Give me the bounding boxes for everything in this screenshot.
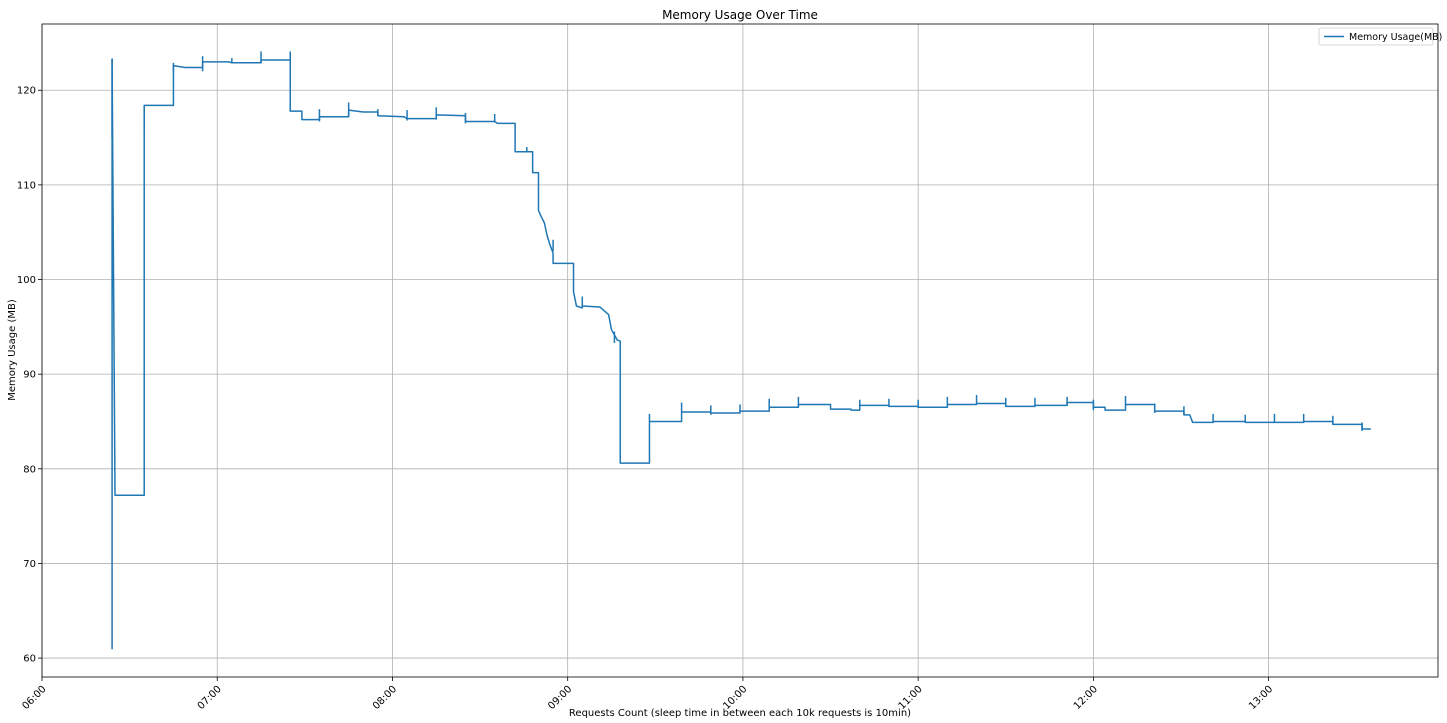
y-tick-label: 90: [23, 370, 36, 381]
y-axis-label: Memory Usage (MB): [7, 299, 18, 401]
chart-title: Memory Usage Over Time: [662, 8, 818, 22]
y-tick-label: 70: [23, 559, 36, 570]
y-tick-label: 110: [17, 180, 36, 191]
plot-frame: [41, 23, 1439, 678]
series-layer: [111, 51, 1371, 650]
x-axis-label: Requests Count (sleep time in between ea…: [569, 708, 911, 719]
legend-label: Memory Usage(MB): [1349, 32, 1442, 43]
legend-box: [1318, 27, 1434, 46]
y-tick-label: 120: [17, 86, 36, 97]
y-tick-label: 80: [23, 464, 36, 475]
y-tick-label: 100: [17, 275, 36, 286]
legend: Memory Usage(MB): [1318, 27, 1442, 46]
series-line-memory-usage: [111, 58, 1371, 650]
grid: [41, 24, 1438, 677]
y-axis: 60 70 80 90 100 110 120: [17, 86, 42, 665]
y-tick-label: 60: [23, 654, 36, 665]
